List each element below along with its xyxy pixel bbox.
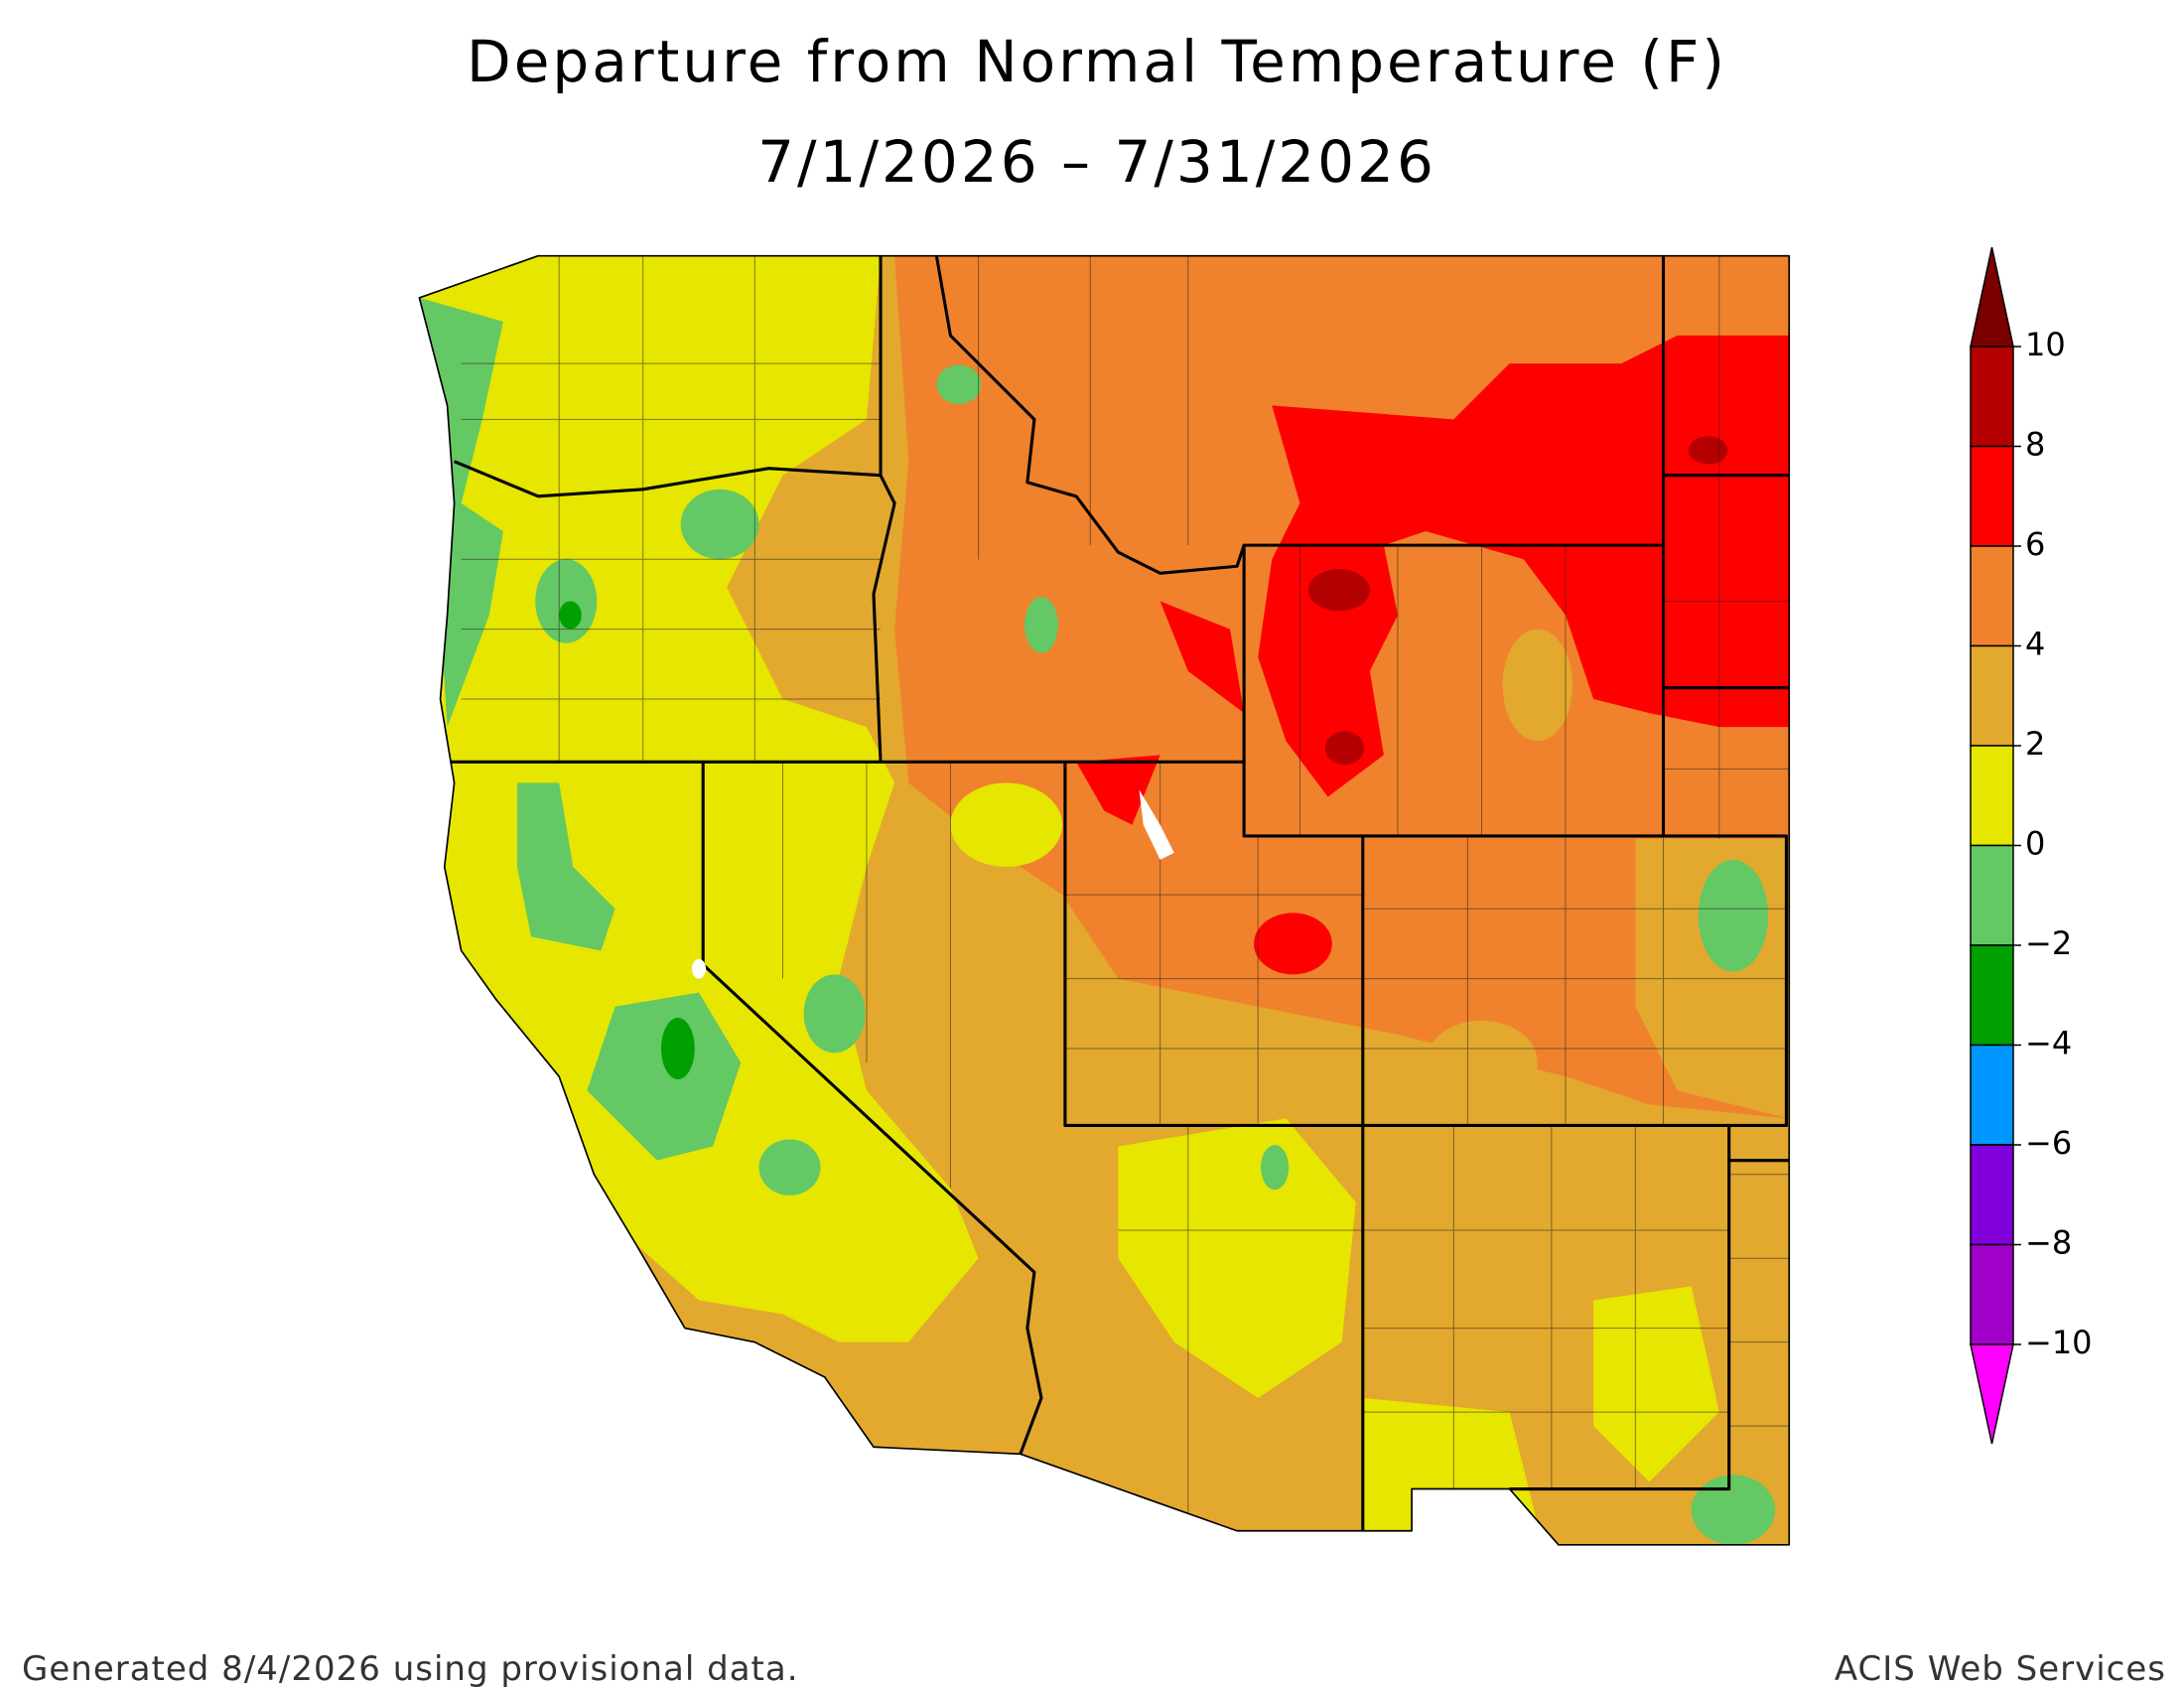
- state-border: [1244, 255, 1790, 836]
- title-line: 7/1/2026 – 7/31/2026: [757, 128, 1436, 196]
- legend-bin: [1970, 346, 2014, 448]
- field-cool: [1691, 1475, 1776, 1545]
- legend: 10 8 6 4 2 0 −2 −4 −6 −8 −10: [1970, 246, 2093, 1445]
- field-hotter: [1307, 569, 1370, 612]
- field-cool: [1261, 1145, 1290, 1191]
- map-outline: [418, 254, 1791, 1546]
- legend-tick-label: 10: [2025, 326, 2066, 363]
- field-mild: [1118, 1118, 1356, 1398]
- legend-tick-label: −10: [2025, 1324, 2093, 1361]
- temperature-field: [419, 255, 1790, 1545]
- lake: [691, 958, 707, 979]
- legend-arrow: [1970, 1343, 2014, 1445]
- field-cool: [680, 489, 759, 560]
- field-cool: [758, 1139, 821, 1196]
- state-border: [1064, 760, 1788, 1127]
- legend-tick-label: 2: [2025, 725, 2045, 763]
- field-mild: [1362, 1398, 1538, 1538]
- legend-bin: [1970, 644, 2014, 747]
- field-cool: [587, 992, 742, 1161]
- legend-tick-label: −2: [2025, 924, 2072, 962]
- state-border: [1509, 1125, 1790, 1491]
- field-hotter: [1688, 436, 1728, 465]
- field-hotter: [1324, 731, 1365, 766]
- legend-bin: [1970, 545, 2014, 647]
- field-hot: [1160, 601, 1245, 714]
- state-border: [454, 460, 882, 498]
- legend-tick-label: 0: [2025, 825, 2045, 863]
- county-lines: [461, 255, 1790, 1531]
- field-cool: [516, 782, 615, 951]
- field-band: [1502, 629, 1572, 742]
- legend-tick-label: −8: [2025, 1224, 2072, 1262]
- legend-tick-label: 4: [2025, 626, 2045, 663]
- state-border: [701, 762, 1043, 1455]
- title-line: Departure from Normal Temperature (F): [467, 28, 1727, 95]
- legend-bin: [1970, 1044, 2014, 1146]
- legend-arrow: [1970, 246, 2014, 348]
- field-hot: [1076, 755, 1160, 825]
- field-mild: [950, 782, 1063, 867]
- legend-bin: [1970, 445, 2014, 547]
- legend-bin: [1970, 1243, 2014, 1345]
- field-hot: [1253, 913, 1332, 975]
- lake: [1139, 789, 1174, 860]
- state-border: [872, 255, 896, 763]
- field-cool: [535, 559, 598, 643]
- legend-tick-label: 8: [2025, 426, 2045, 464]
- legend-tick-label: −4: [2025, 1025, 2072, 1062]
- field-band: [1426, 1020, 1538, 1105]
- map: [418, 254, 1791, 1546]
- field-cooler: [660, 1018, 695, 1079]
- field-cool: [803, 974, 866, 1054]
- field-cool: [936, 364, 982, 404]
- legend-bin: [1970, 1144, 2014, 1246]
- legend-bin: [1970, 844, 2014, 946]
- footer-right: ACIS Web Services: [1835, 1649, 2166, 1688]
- footer-left: Generated 8/4/2026 using provisional dat…: [22, 1649, 799, 1688]
- state-border: [1063, 762, 1365, 1531]
- legend-bin: [1970, 944, 2014, 1047]
- legend-tick-label: 6: [2025, 525, 2045, 563]
- legend-bin: [1970, 745, 2014, 847]
- field-cooler: [559, 601, 582, 630]
- legend-tick-label: −6: [2025, 1124, 2072, 1162]
- field-cool: [1698, 859, 1769, 972]
- field-mild: [1593, 1286, 1719, 1482]
- field-cool: [1024, 597, 1058, 653]
- state-border: [934, 255, 1246, 763]
- field-hot: [1258, 335, 1790, 797]
